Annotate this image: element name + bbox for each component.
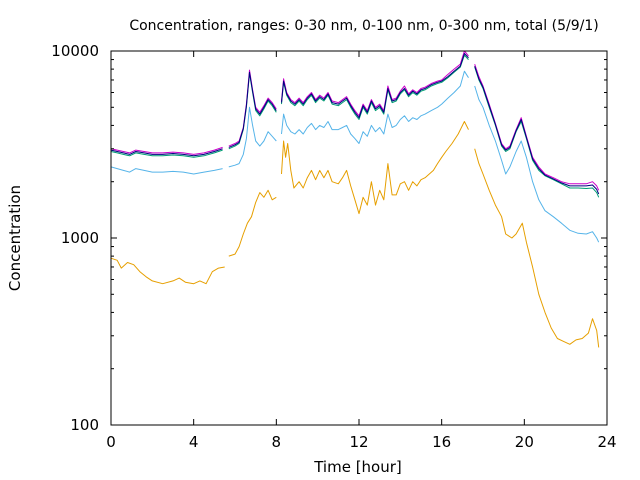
series-line-4 bbox=[110, 50, 600, 191]
series-line-5 bbox=[110, 53, 600, 195]
plot-frame bbox=[110, 50, 608, 426]
x-tick-label: 12 bbox=[349, 433, 368, 451]
series-line-3 bbox=[110, 54, 600, 198]
x-tick-label: 24 bbox=[597, 433, 616, 451]
x-tick-label: 0 bbox=[106, 433, 116, 451]
y-tick-label: 100 bbox=[70, 416, 99, 434]
x-axis-label: Time [hour] bbox=[313, 458, 402, 476]
x-tick-label: 20 bbox=[515, 433, 534, 451]
series-line-1 bbox=[110, 121, 600, 348]
series-layer bbox=[110, 50, 600, 348]
series-line-2 bbox=[110, 70, 600, 243]
y-tick-label: 1000 bbox=[61, 229, 99, 247]
x-tick-label: 8 bbox=[272, 433, 282, 451]
chart-title: Concentration, ranges: 0-30 nm, 0-100 nm… bbox=[129, 18, 598, 34]
ticks-layer: 0 4 8 12 16 20 24 100 1000 10000 bbox=[51, 42, 616, 451]
y-axis-label: Concentration bbox=[6, 185, 24, 291]
x-tick-label: 4 bbox=[189, 433, 199, 451]
y-tick-label: 10000 bbox=[51, 42, 99, 60]
x-tick-label: 16 bbox=[432, 433, 451, 451]
